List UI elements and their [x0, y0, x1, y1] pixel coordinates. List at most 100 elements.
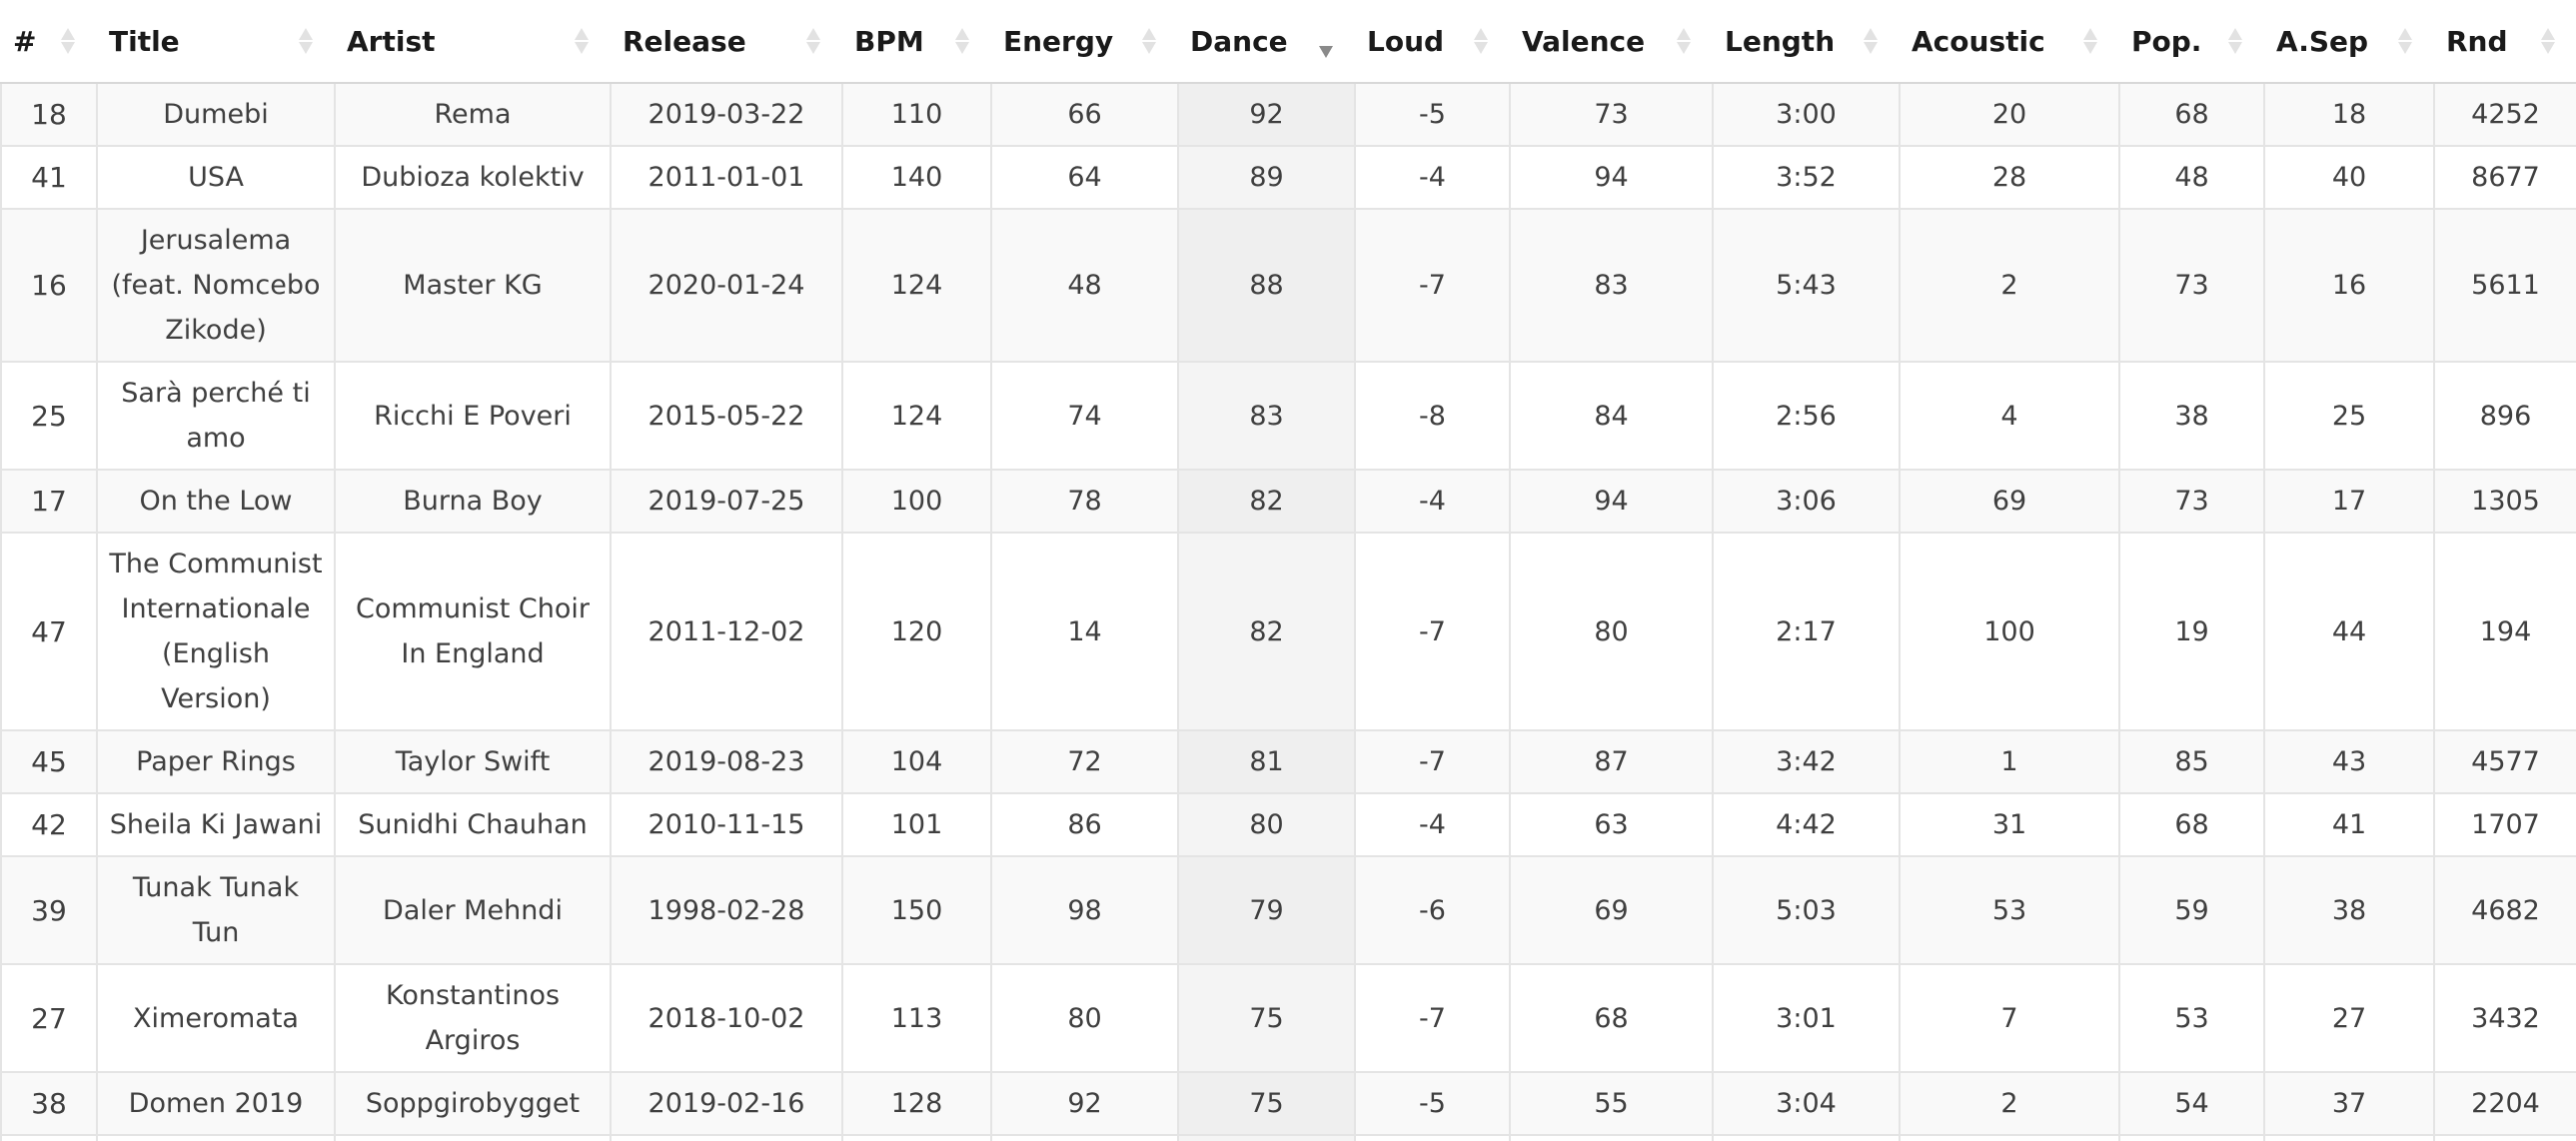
table-row[interactable]: 25 Sarà perché ti amo Ricchi E Poveri 2015-… [0, 361, 2576, 471]
sort-icon[interactable] [2228, 28, 2242, 54]
cell-title: Ximeromata [96, 963, 336, 1073]
table-row[interactable]: 42 Sheila Ki Jawani Sunidhi Chauhan 2010-11… [0, 792, 2576, 857]
column-header-asep[interactable]: A.Sep [2264, 0, 2434, 84]
cell-rnd: 8677 [2433, 145, 2576, 210]
cell-energy: 72 [990, 729, 1179, 794]
cell-dance: 89 [1177, 145, 1356, 210]
sort-icon[interactable] [1474, 28, 1488, 54]
cell-loud: -7 [1354, 963, 1511, 1073]
cell-bpm: 104 [841, 729, 992, 794]
cell-title: On the Low [96, 469, 336, 534]
sort-descending-arrow-icon [1677, 42, 1691, 54]
cell-loud: -8 [1354, 361, 1511, 471]
cell-release: 2019-02-16 [610, 1071, 843, 1136]
cell-num: 16 [0, 208, 98, 363]
table-row[interactable]: 41 USA Dubioza kolektiv 2011-01-01 140 64 89 -4… [0, 145, 2576, 210]
table-row[interactable]: 18 Dumebi Rema 2019-03-22 110 66 92 -5 73 3:00 20 6… [0, 82, 2576, 147]
cell-num: 39 [0, 855, 98, 965]
cell-bpm: 100 [841, 469, 992, 534]
cell-loud: -4 [1354, 469, 1511, 534]
column-header-artist[interactable]: Artist [335, 0, 611, 84]
sort-icon[interactable] [1319, 28, 1333, 58]
cell-num: 48 [0, 1134, 98, 1141]
table-row[interactable]: 45 Paper Rings Taylor Swift 2019-08-23 104 72… [0, 729, 2576, 794]
column-header-dance[interactable]: Dance [1178, 0, 1355, 84]
cell-artist: Dubioza kolektiv [334, 145, 612, 210]
sort-ascending-arrow-icon [1474, 28, 1488, 40]
column-header-bpm[interactable]: BPM [842, 0, 991, 84]
sort-icon[interactable] [1677, 28, 1691, 54]
sort-ascending-arrow-icon [955, 28, 969, 40]
cell-valence: 69 [1509, 855, 1714, 965]
cell-title: Dumebi [96, 82, 336, 147]
sort-icon[interactable] [955, 28, 969, 54]
cell-dance: 88 [1177, 208, 1356, 363]
column-header-label: Loud [1367, 25, 1445, 59]
sort-icon[interactable] [299, 28, 313, 54]
cell-asep: 44 [2263, 532, 2435, 731]
cell-pop: 85 [2118, 729, 2265, 794]
cell-dance: 79 [1177, 855, 1356, 965]
column-header-num[interactable]: # [1, 0, 97, 84]
cell-valence: 55 [1509, 1071, 1714, 1136]
cell-loud: -4 [1354, 792, 1511, 857]
cell-dance: 74 [1177, 1134, 1356, 1141]
cell-valence: 75 [1509, 1134, 1714, 1141]
column-header-label: Artist [347, 25, 436, 59]
column-header-pop[interactable]: Pop. [2119, 0, 2264, 84]
cell-artist: Daler Mehndi [334, 855, 612, 965]
sort-icon[interactable] [806, 28, 820, 54]
cell-artist: Rema [334, 82, 612, 147]
cell-dance: 82 [1177, 469, 1356, 534]
cell-acoustic: 2 [1899, 208, 2120, 363]
cell-pop: 53 [2118, 963, 2265, 1073]
table-row[interactable]: 38 Domen 2019 Soppgirobygget 2019-02-16 128 9… [0, 1071, 2576, 1136]
cell-energy: 64 [990, 145, 1179, 210]
sort-descending-arrow-icon [1864, 42, 1878, 54]
cell-dance: 92 [1177, 82, 1356, 147]
cell-artist: Sunidhi Chauhan [334, 792, 612, 857]
table-row[interactable]: 16 Jerusalema (feat. Nomcebo Zikode) Maste… [0, 208, 2576, 363]
sort-icon[interactable] [2541, 28, 2555, 54]
cell-energy: 14 [990, 532, 1179, 731]
cell-asep: 45 [2263, 1134, 2435, 1141]
sort-icon[interactable] [2083, 28, 2097, 54]
cell-bpm: 110 [841, 82, 992, 147]
column-header-rnd[interactable]: Rnd [2434, 0, 2576, 84]
sort-icon[interactable] [2398, 28, 2412, 54]
column-header-title[interactable]: Title [97, 0, 335, 84]
table-row[interactable]: 17 On the Low Burna Boy 2019-07-25 100 78 82 -4… [0, 469, 2576, 534]
cell-valence: 68 [1509, 963, 1714, 1073]
table-row[interactable]: 48PlesiVoyage2021-04-051406874-7752:3325… [0, 1134, 2576, 1141]
table-row[interactable]: 47 The Communist Internationale (English … [0, 532, 2576, 731]
column-header-energy[interactable]: Energy [991, 0, 1178, 84]
column-header-length[interactable]: Length [1713, 0, 1900, 84]
cell-acoustic: 1 [1899, 729, 2120, 794]
cell-acoustic: 53 [1899, 855, 2120, 965]
column-header-valence[interactable]: Valence [1510, 0, 1713, 84]
sort-ascending-arrow-icon [2398, 28, 2412, 40]
cell-artist: Soppgirobygget [334, 1071, 612, 1136]
cell-artist: Communist Choir In England [334, 532, 612, 731]
table-row[interactable]: 39 Tunak Tunak Tun Daler Mehndi 1998-02-28 1… [0, 855, 2576, 965]
cell-title: Sheila Ki Jawani [96, 792, 336, 857]
sort-icon[interactable] [1864, 28, 1878, 54]
cell-loud: -4 [1354, 145, 1511, 210]
cell-valence: 73 [1509, 82, 1714, 147]
cell-length: 4:42 [1712, 792, 1901, 857]
sort-icon[interactable] [61, 28, 75, 54]
sort-ascending-arrow-icon [1864, 28, 1878, 40]
cell-pop: 54 [2118, 1071, 2265, 1136]
sort-icon[interactable] [575, 28, 589, 54]
column-header-release[interactable]: Release [611, 0, 842, 84]
cell-length: 3:06 [1712, 469, 1901, 534]
column-header-loud[interactable]: Loud [1355, 0, 1510, 84]
cell-pop: 19 [2118, 532, 2265, 731]
cell-pop: 73 [2118, 469, 2265, 534]
cell-energy: 68 [990, 1134, 1179, 1141]
sort-descending-arrow-icon [2083, 42, 2097, 54]
table-row[interactable]: 27 Ximeromata Konstantinos Argiros 2018-10-… [0, 963, 2576, 1073]
sort-icon[interactable] [1142, 28, 1156, 54]
column-header-acoustic[interactable]: Acoustic [1900, 0, 2119, 84]
